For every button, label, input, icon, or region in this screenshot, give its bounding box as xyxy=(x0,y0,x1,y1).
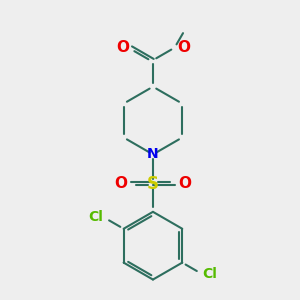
Text: O: O xyxy=(114,176,127,191)
Text: Cl: Cl xyxy=(88,210,104,224)
Text: S: S xyxy=(147,175,159,193)
Text: Cl: Cl xyxy=(202,267,217,281)
Text: O: O xyxy=(116,40,129,55)
Text: N: N xyxy=(147,147,159,161)
Text: O: O xyxy=(178,40,190,55)
Text: O: O xyxy=(178,176,192,191)
